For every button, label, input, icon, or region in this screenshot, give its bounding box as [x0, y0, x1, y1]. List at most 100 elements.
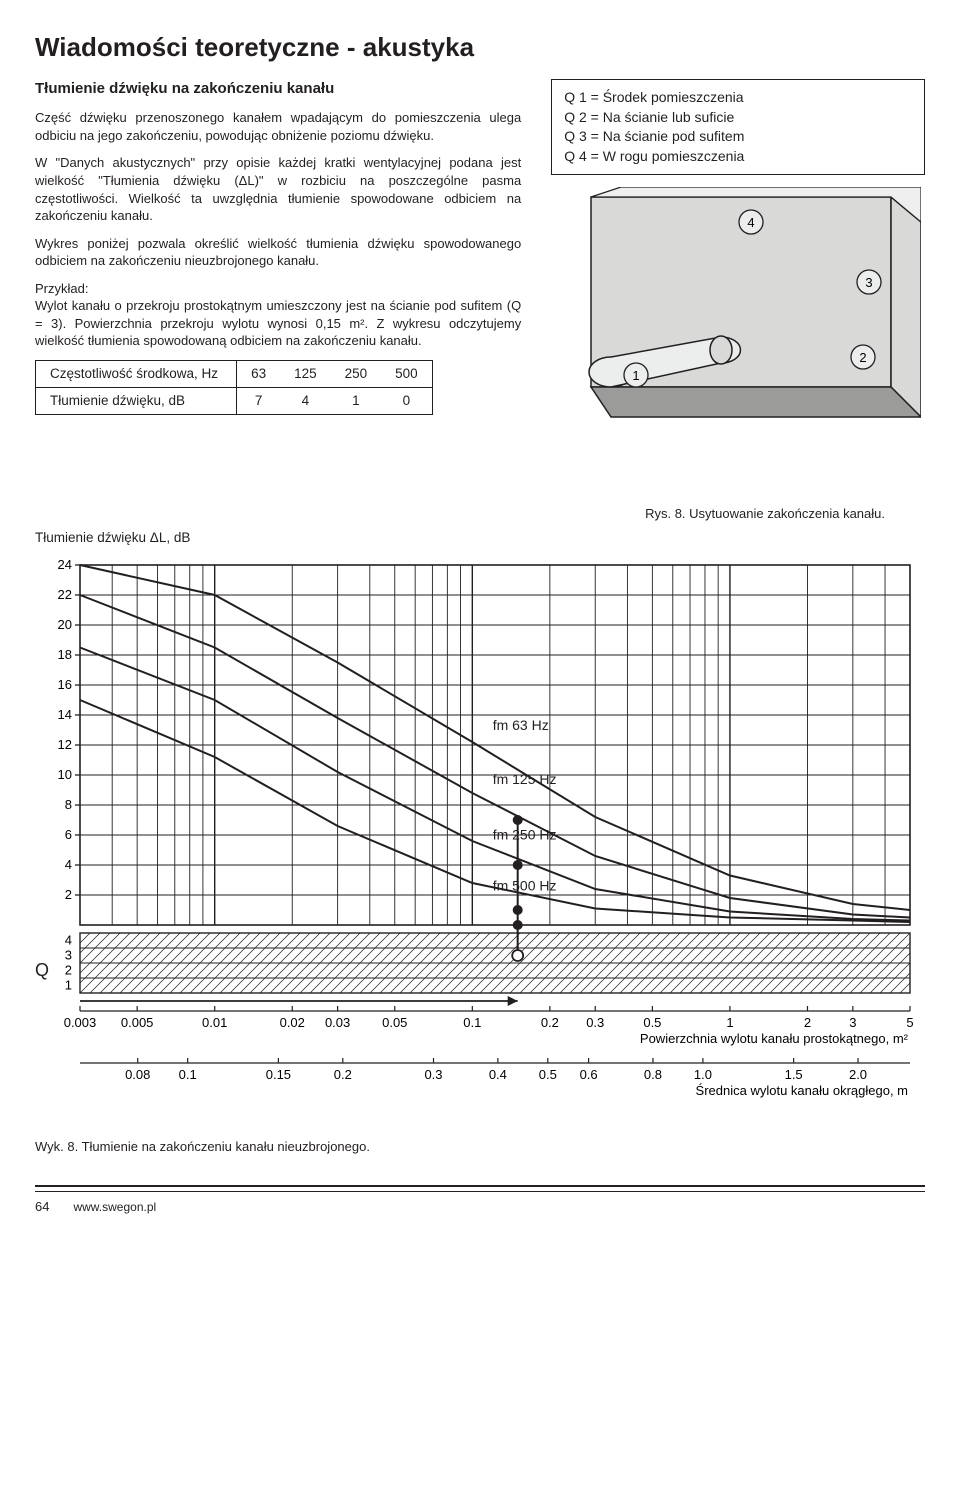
svg-text:0.5: 0.5: [539, 1067, 557, 1082]
svg-text:Powierzchnia wylotu kanału pro: Powierzchnia wylotu kanału prostokątnego…: [640, 1031, 909, 1046]
right-column: Q 1 = Środek pomieszczenia Q 2 = Na ścia…: [551, 79, 925, 487]
svg-text:1.5: 1.5: [785, 1067, 803, 1082]
table-cell: 7: [237, 388, 281, 415]
left-column: Tłumienie dźwięku na zakończeniu kanału …: [35, 79, 521, 415]
svg-text:22: 22: [58, 587, 72, 602]
page-number: 64: [35, 1198, 49, 1216]
svg-text:0.005: 0.005: [121, 1015, 154, 1030]
svg-text:3: 3: [866, 275, 873, 290]
legend-q2: Q 2 = Na ścianie lub suficie: [564, 108, 912, 128]
room-side-wall: [891, 197, 921, 417]
example-label: Przykład:: [35, 281, 88, 296]
svg-text:fm 63 Hz: fm 63 Hz: [493, 717, 549, 733]
duct-face: [710, 336, 732, 364]
legend-q4: Q 4 = W rogu pomieszczenia: [564, 147, 912, 167]
paragraph-3: Wykres poniżej pozwala określić wielkość…: [35, 235, 521, 270]
svg-text:2: 2: [65, 963, 72, 978]
chart-caption: Wyk. 8. Tłumienie na zakończeniu kanału …: [35, 1138, 925, 1156]
svg-text:2: 2: [804, 1015, 811, 1030]
table-row: Tłumienie dźwięku, dB 7 4 1 0: [36, 388, 433, 415]
footer-rule-thick: [35, 1185, 925, 1187]
svg-text:0.05: 0.05: [382, 1015, 407, 1030]
paragraph-2: W "Danych akustycznych" przy opisie każd…: [35, 154, 521, 224]
svg-text:0.2: 0.2: [541, 1015, 559, 1030]
svg-text:18: 18: [58, 647, 72, 662]
header-label-cell: Częstotliwość środkowa, Hz: [36, 360, 237, 387]
main-two-column: Tłumienie dźwięku na zakończeniu kanału …: [35, 79, 925, 487]
svg-text:fm 500 Hz: fm 500 Hz: [493, 878, 557, 894]
table-cell: 0: [381, 388, 432, 415]
svg-text:2: 2: [65, 887, 72, 902]
footer-rule-thin: [35, 1191, 925, 1192]
q-legend-box: Q 1 = Środek pomieszczenia Q 2 = Na ścia…: [551, 79, 925, 175]
attenuation-table: Częstotliwość środkowa, Hz 63 125 250 50…: [35, 360, 433, 415]
svg-text:12: 12: [58, 737, 72, 752]
svg-text:2.0: 2.0: [849, 1067, 867, 1082]
svg-text:0.02: 0.02: [280, 1015, 305, 1030]
svg-text:5: 5: [906, 1015, 913, 1030]
legend-q3: Q 3 = Na ścianie pod sufitem: [564, 127, 912, 147]
page-footer: 64 www.swegon.pl: [35, 1198, 925, 1216]
svg-text:0.3: 0.3: [424, 1067, 442, 1082]
svg-text:fm 250 Hz: fm 250 Hz: [493, 827, 557, 843]
svg-text:0.03: 0.03: [325, 1015, 350, 1030]
example-paragraph: Przykład: Wylot kanału o przekroju prost…: [35, 280, 521, 350]
svg-text:fm 125 Hz: fm 125 Hz: [493, 771, 557, 787]
room-diagram-caption: Rys. 8. Usytuowanie zakończenia kanału.: [35, 505, 885, 523]
svg-text:0.5: 0.5: [643, 1015, 661, 1030]
q-axis-label: Q: [35, 958, 49, 982]
room-floor: [591, 387, 921, 417]
table-cell: 125: [280, 360, 331, 387]
chart-y-title: Tłumienie dźwięku ΔL, dB: [35, 529, 925, 547]
marker-2: 2: [851, 345, 875, 369]
svg-text:4: 4: [65, 933, 72, 948]
svg-text:20: 20: [58, 617, 72, 632]
table-cell: 1: [331, 388, 382, 415]
svg-text:0.01: 0.01: [202, 1015, 227, 1030]
svg-text:0.6: 0.6: [580, 1067, 598, 1082]
paragraph-1: Część dźwięku przenoszonego kanałem wpad…: [35, 109, 521, 144]
chart-svg: 24681012141618202224fm 63 Hzfm 125 Hzfm …: [35, 555, 925, 1115]
svg-text:10: 10: [58, 767, 72, 782]
svg-text:0.08: 0.08: [125, 1067, 150, 1082]
svg-text:6: 6: [65, 827, 72, 842]
row-label-cell: Tłumienie dźwięku, dB: [36, 388, 237, 415]
svg-text:1.0: 1.0: [694, 1067, 712, 1082]
footer-url: www.swegon.pl: [73, 1199, 156, 1215]
table-cell: 4: [280, 388, 331, 415]
svg-text:4: 4: [65, 857, 72, 872]
svg-text:16: 16: [58, 677, 72, 692]
svg-text:14: 14: [58, 707, 72, 722]
svg-text:0.3: 0.3: [586, 1015, 604, 1030]
svg-text:0.4: 0.4: [489, 1067, 507, 1082]
marker-3: 3: [857, 270, 881, 294]
table-cell: 63: [237, 360, 281, 387]
room-diagram: 1 2 3 4: [551, 187, 921, 487]
svg-text:1: 1: [726, 1015, 733, 1030]
table-row: Częstotliwość środkowa, Hz 63 125 250 50…: [36, 360, 433, 387]
svg-text:8: 8: [65, 797, 72, 812]
svg-text:3: 3: [65, 948, 72, 963]
svg-text:24: 24: [58, 557, 72, 572]
section-subtitle: Tłumienie dźwięku na zakończeniu kanału: [35, 79, 521, 99]
attenuation-chart: 24681012141618202224fm 63 Hzfm 125 Hzfm …: [35, 555, 925, 1120]
svg-text:0.003: 0.003: [64, 1015, 97, 1030]
table-cell: 500: [381, 360, 432, 387]
svg-text:0.8: 0.8: [644, 1067, 662, 1082]
svg-text:Średnica wylotu kanału okrągłe: Średnica wylotu kanału okrągłego, m: [696, 1083, 908, 1098]
svg-text:0.15: 0.15: [266, 1067, 291, 1082]
marker-4: 4: [739, 210, 763, 234]
svg-text:1: 1: [65, 978, 72, 993]
svg-text:3: 3: [849, 1015, 856, 1030]
svg-text:0.1: 0.1: [463, 1015, 481, 1030]
svg-text:2: 2: [860, 350, 867, 365]
page-title: Wiadomości teoretyczne - akustyka: [35, 30, 925, 65]
svg-text:4: 4: [748, 215, 755, 230]
svg-text:1: 1: [633, 368, 640, 383]
marker-1: 1: [624, 363, 648, 387]
svg-text:0.2: 0.2: [334, 1067, 352, 1082]
example-body: Wylot kanału o przekroju prostokątnym um…: [35, 298, 521, 348]
svg-text:0.1: 0.1: [179, 1067, 197, 1082]
legend-q1: Q 1 = Środek pomieszczenia: [564, 88, 912, 108]
table-cell: 250: [331, 360, 382, 387]
